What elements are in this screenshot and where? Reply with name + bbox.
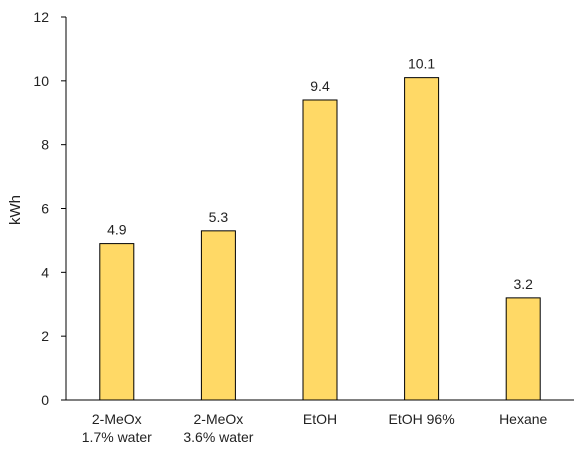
x-tick-label: 3.6% water	[183, 429, 253, 445]
x-tick-label: EtOH	[303, 411, 337, 427]
bar	[302, 99, 338, 401]
y-tick-label: 2	[41, 328, 49, 344]
y-tick-label: 0	[41, 392, 49, 408]
y-axis: 0 2 4 6 8 10 12	[33, 9, 67, 408]
x-tick-label: EtOH 96%	[389, 411, 455, 427]
x-tick-label: Hexane	[499, 411, 547, 427]
data-labels: 4.9 5.3 9.4 10.1 3.2	[107, 56, 533, 292]
data-label: 9.4	[310, 78, 330, 94]
y-tick-label: 10	[33, 73, 49, 89]
y-tick-label: 8	[41, 137, 49, 153]
bar	[404, 77, 440, 401]
x-tick-label: 1.7% water	[82, 429, 152, 445]
bar	[200, 230, 236, 401]
data-label: 5.3	[209, 209, 229, 225]
y-tick-label: 4	[41, 264, 49, 280]
data-label: 3.2	[513, 276, 533, 292]
bar	[505, 297, 541, 401]
x-tick-label: 2-MeOx	[92, 411, 142, 427]
bar	[99, 243, 135, 401]
data-label: 10.1	[408, 56, 435, 72]
y-tick-label: 6	[41, 201, 49, 217]
x-tick-label: 2-MeOx	[194, 411, 244, 427]
y-axis-title: kWh	[7, 195, 24, 225]
x-axis: 2-MeOx 1.7% water 2-MeOx 3.6% water EtOH EtOH…	[66, 399, 574, 445]
bars	[99, 77, 541, 401]
data-label: 4.9	[107, 222, 127, 238]
y-tick-label: 12	[33, 9, 49, 25]
